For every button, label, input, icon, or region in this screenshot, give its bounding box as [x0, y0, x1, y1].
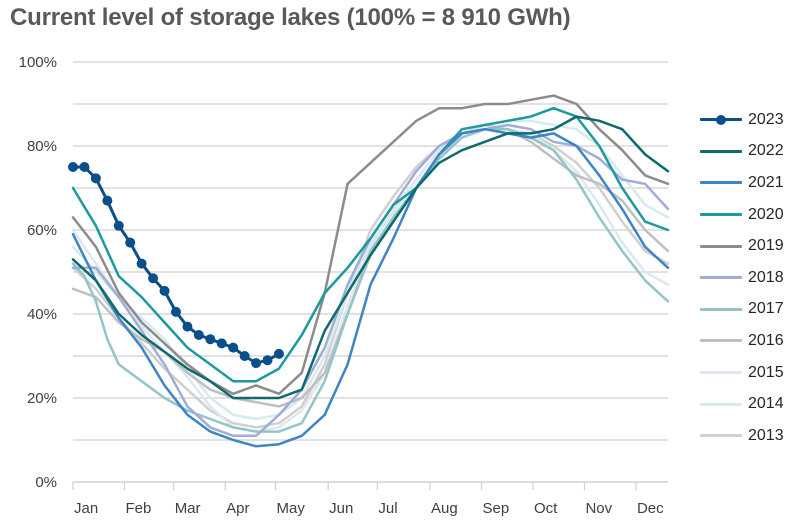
legend-label: 2015 [748, 363, 784, 381]
legend-label: 2019 [748, 237, 784, 255]
series-line-2017 [71, 127, 670, 433]
series-line-2022 [71, 115, 670, 400]
legend-swatch-icon [700, 178, 742, 188]
legend-item-2021: 2021 [700, 167, 784, 199]
legend-swatch-icon [700, 399, 742, 409]
data-point-2023 [193, 330, 204, 340]
data-point-2023 [148, 273, 159, 284]
x-tick-label: Jan [74, 500, 98, 517]
legend-label: 2014 [748, 395, 784, 413]
data-point-2023 [90, 173, 101, 184]
x-axis: Jan Feb Mar Apr May Jun Jul Aug Sep Oct Nov Dec [72, 481, 668, 517]
data-point-2023 [170, 306, 181, 317]
data-point-2023 [205, 334, 216, 345]
legend-item-2014: 2014 [700, 388, 784, 420]
x-tick-label: Dec [637, 500, 664, 517]
legend-label: 2013 [748, 426, 784, 444]
x-tick-label: Mar [175, 500, 201, 517]
legend-label: 2018 [748, 268, 784, 286]
chart-title: Current level of storage lakes (100% = 8… [10, 4, 571, 31]
data-point-2023 [216, 338, 227, 349]
data-point-2023 [159, 285, 170, 296]
data-point-2023 [136, 258, 147, 269]
y-tick-label: 60% [27, 222, 57, 239]
x-tick-label: Jul [378, 500, 397, 517]
series-line-2013 [71, 123, 670, 429]
data-point-2023 [79, 162, 90, 172]
y-tick-label: 40% [27, 306, 57, 323]
legend-item-2016: 2016 [700, 325, 784, 357]
series-line-2019 [71, 94, 670, 396]
legend-swatch-icon [700, 241, 742, 251]
x-tick-label: Sep [482, 500, 509, 517]
y-tick-label: 0% [35, 474, 57, 491]
legend-item-2013: 2013 [700, 420, 784, 452]
legend-swatch-icon [700, 336, 742, 346]
legend-item-2022: 2022 [700, 136, 784, 168]
legend-swatch-icon [700, 368, 742, 378]
legend: 2023 2022 2021 2020 2019 2018 2017 2016 2015 2014… [700, 104, 784, 452]
x-tick-label: Aug [431, 500, 458, 517]
legend-swatch-icon [700, 210, 742, 220]
legend-item-2023: 2023 [700, 104, 784, 136]
y-axis: 0% 20% 40% 60% 80% 100% [19, 54, 57, 491]
legend-item-2015: 2015 [700, 357, 784, 389]
legend-item-2017: 2017 [700, 294, 784, 326]
x-tick-label: Oct [534, 500, 558, 517]
data-point-2023 [239, 351, 250, 361]
legend-marker-icon [716, 114, 726, 125]
series-line-2015 [71, 127, 670, 433]
legend-label: 2016 [748, 331, 784, 349]
series-line-2018 [71, 123, 670, 438]
legend-swatch-icon [700, 273, 742, 283]
series-lines [68, 94, 670, 448]
x-tick-label: Nov [585, 500, 612, 517]
x-tick-label: May [277, 500, 306, 517]
legend-label: 2017 [748, 300, 784, 318]
data-point-2023 [102, 195, 113, 206]
data-point-2023 [251, 358, 262, 369]
series-line-2021 [71, 127, 670, 448]
data-point-2023 [125, 237, 136, 248]
legend-swatch-icon [700, 304, 742, 314]
y-tick-label: 80% [27, 138, 57, 155]
series-line-2020 [71, 106, 670, 383]
legend-swatch-icon [700, 431, 742, 441]
y-tick-label: 100% [19, 54, 57, 71]
x-tick-label: Feb [125, 500, 151, 517]
legend-label: 2022 [748, 142, 784, 160]
legend-swatch-icon [700, 114, 742, 125]
x-tick-label: Apr [226, 500, 249, 517]
legend-item-2018: 2018 [700, 262, 784, 294]
data-point-2023 [273, 348, 284, 359]
legend-label: 2021 [748, 173, 784, 191]
legend-item-2020: 2020 [700, 199, 784, 231]
legend-swatch-icon [700, 146, 742, 156]
y-tick-label: 20% [27, 390, 57, 407]
legend-item-2019: 2019 [700, 230, 784, 262]
legend-label: 2020 [748, 205, 784, 223]
data-point-2023 [228, 342, 239, 353]
data-point-2023 [113, 220, 124, 231]
x-tick-label: Jun [329, 500, 353, 517]
data-point-2023 [182, 321, 193, 332]
legend-label: 2023 [748, 110, 784, 128]
data-point-2023 [68, 162, 78, 172]
data-point-2023 [262, 355, 273, 366]
